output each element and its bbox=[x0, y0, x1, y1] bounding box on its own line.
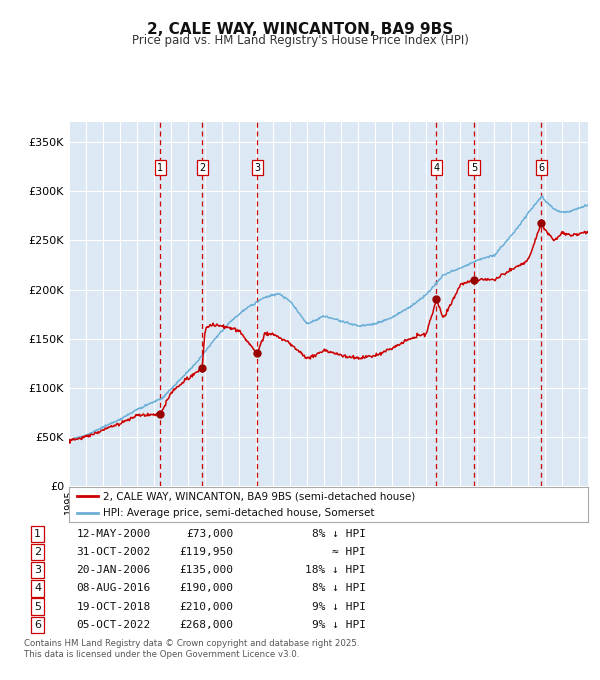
Text: 20-JAN-2006: 20-JAN-2006 bbox=[76, 565, 151, 575]
Text: 6: 6 bbox=[34, 619, 41, 630]
Text: 1: 1 bbox=[157, 163, 163, 173]
Text: 05-OCT-2022: 05-OCT-2022 bbox=[76, 619, 151, 630]
Text: 12-MAY-2000: 12-MAY-2000 bbox=[76, 529, 151, 539]
Text: Price paid vs. HM Land Registry's House Price Index (HPI): Price paid vs. HM Land Registry's House … bbox=[131, 34, 469, 47]
Text: £119,950: £119,950 bbox=[180, 547, 234, 557]
Text: 3: 3 bbox=[34, 565, 41, 575]
Text: £190,000: £190,000 bbox=[180, 583, 234, 594]
Text: Contains HM Land Registry data © Crown copyright and database right 2025.
This d: Contains HM Land Registry data © Crown c… bbox=[24, 639, 359, 659]
Text: 2: 2 bbox=[199, 163, 205, 173]
Text: HPI: Average price, semi-detached house, Somerset: HPI: Average price, semi-detached house,… bbox=[103, 509, 374, 518]
Text: 4: 4 bbox=[433, 163, 439, 173]
Text: 8% ↓ HPI: 8% ↓ HPI bbox=[312, 529, 366, 539]
Text: 9% ↓ HPI: 9% ↓ HPI bbox=[312, 619, 366, 630]
Text: 5: 5 bbox=[34, 602, 41, 611]
Text: 6: 6 bbox=[538, 163, 544, 173]
Text: 18% ↓ HPI: 18% ↓ HPI bbox=[305, 565, 366, 575]
Text: £73,000: £73,000 bbox=[187, 529, 234, 539]
Text: 2, CALE WAY, WINCANTON, BA9 9BS: 2, CALE WAY, WINCANTON, BA9 9BS bbox=[147, 22, 453, 37]
Text: 5: 5 bbox=[471, 163, 477, 173]
Text: 31-OCT-2002: 31-OCT-2002 bbox=[76, 547, 151, 557]
Text: 2: 2 bbox=[34, 547, 41, 557]
Text: £268,000: £268,000 bbox=[180, 619, 234, 630]
Text: £210,000: £210,000 bbox=[180, 602, 234, 611]
Text: 8% ↓ HPI: 8% ↓ HPI bbox=[312, 583, 366, 594]
Text: £135,000: £135,000 bbox=[180, 565, 234, 575]
Text: 08-AUG-2016: 08-AUG-2016 bbox=[76, 583, 151, 594]
Text: 4: 4 bbox=[34, 583, 41, 594]
Text: 1: 1 bbox=[34, 529, 41, 539]
Text: ≈ HPI: ≈ HPI bbox=[332, 547, 366, 557]
Text: 9% ↓ HPI: 9% ↓ HPI bbox=[312, 602, 366, 611]
Text: 2, CALE WAY, WINCANTON, BA9 9BS (semi-detached house): 2, CALE WAY, WINCANTON, BA9 9BS (semi-de… bbox=[103, 492, 415, 501]
Text: 3: 3 bbox=[254, 163, 260, 173]
Text: 19-OCT-2018: 19-OCT-2018 bbox=[76, 602, 151, 611]
